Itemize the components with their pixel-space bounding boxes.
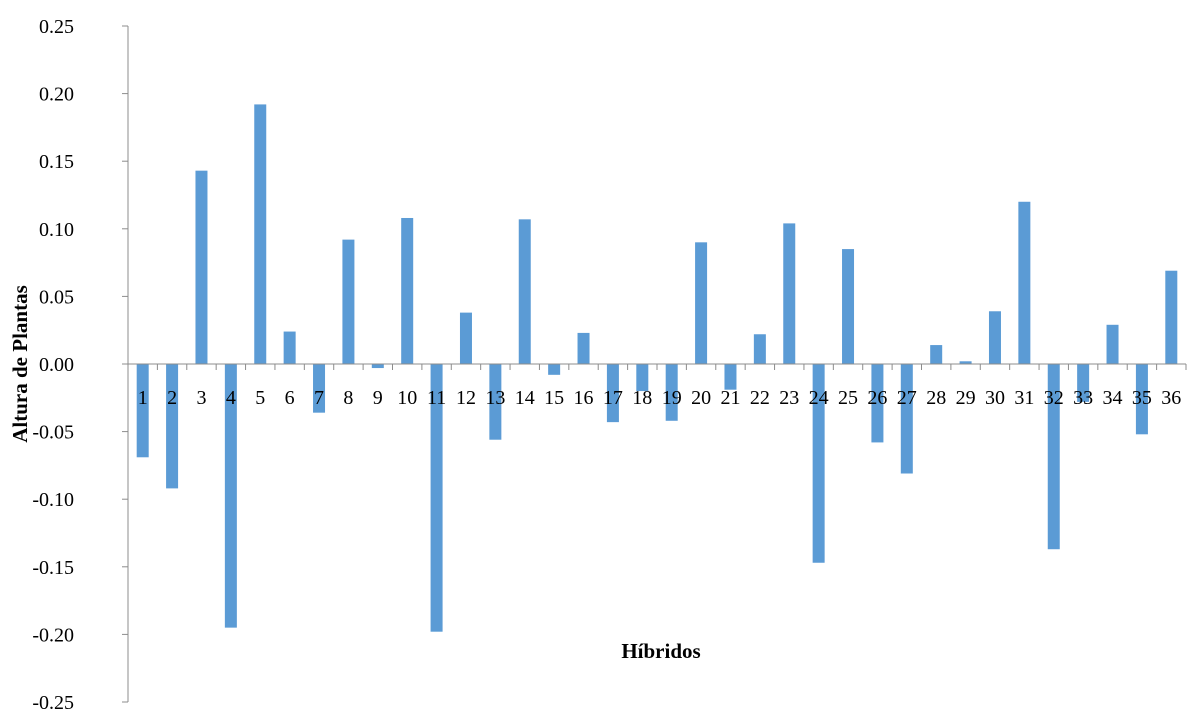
y-tick-label: 0.25 <box>39 16 74 38</box>
x-tick-label: 1 <box>138 387 148 409</box>
x-tick-label: 9 <box>373 387 383 409</box>
x-tick-label: 34 <box>1103 387 1123 409</box>
x-tick-label: 11 <box>427 387 446 409</box>
x-tick-label: 35 <box>1132 387 1152 409</box>
bar-20 <box>695 242 708 364</box>
x-tick-label: 22 <box>750 387 770 409</box>
bar-11 <box>430 364 443 632</box>
x-tick-label: 23 <box>779 387 799 409</box>
x-tick-label: 3 <box>196 387 206 409</box>
bar-33 <box>1077 364 1090 402</box>
bar-25 <box>842 249 855 364</box>
bar-5 <box>254 104 267 364</box>
bar-2 <box>166 364 179 489</box>
bar-21 <box>724 364 737 390</box>
bar-29 <box>959 361 972 364</box>
bar-14 <box>518 219 531 364</box>
x-tick-label: 24 <box>809 387 829 409</box>
x-tick-label: 15 <box>544 387 564 409</box>
y-tick-label: -0.10 <box>32 489 74 511</box>
bar-12 <box>459 312 472 364</box>
bar-28 <box>930 345 943 364</box>
bar-6 <box>283 331 296 364</box>
bars <box>136 104 1178 632</box>
bar-17 <box>606 364 619 423</box>
x-tick-label: 8 <box>343 387 353 409</box>
y-tick-label: 0.15 <box>39 151 74 173</box>
x-tick-label: 2 <box>167 387 177 409</box>
x-axis <box>127 363 1187 370</box>
y-axis-title: Altura de Plantas <box>8 285 32 443</box>
bar-22 <box>753 334 766 364</box>
bar-10 <box>401 217 414 364</box>
bar-9 <box>371 364 384 369</box>
bar-7 <box>313 364 326 413</box>
bar-3 <box>195 170 208 364</box>
x-tick-label: 27 <box>897 387 917 409</box>
x-tick-label: 36 <box>1161 387 1181 409</box>
bar-15 <box>548 364 561 375</box>
x-tick-label: 4 <box>226 387 236 409</box>
x-tick-label: 12 <box>456 387 476 409</box>
x-tick-label: 29 <box>956 387 976 409</box>
x-tick-label: 33 <box>1073 387 1093 409</box>
x-tick-label: 14 <box>515 387 535 409</box>
x-tick-label: 30 <box>985 387 1005 409</box>
bar-16 <box>577 332 590 364</box>
x-tick-label: 20 <box>691 387 711 409</box>
x-tick-label: 6 <box>285 387 295 409</box>
x-tick-label: 21 <box>720 387 740 409</box>
x-tick-label: 7 <box>314 387 324 409</box>
x-tick-label: 18 <box>632 387 652 409</box>
y-tick-label: -0.15 <box>32 557 74 579</box>
bar-32 <box>1047 364 1060 550</box>
y-tick-label: 0.05 <box>39 286 74 308</box>
x-tick-label: 26 <box>867 387 887 409</box>
x-tick-label: 25 <box>838 387 858 409</box>
bar-27 <box>900 364 913 474</box>
x-tick-labels: 1 2 3 4 5 6 7 8 9 10 11 12 13 14 15 16 17 18 19 20 21 22 23 24 2… <box>138 387 1182 409</box>
x-tick-label: 32 <box>1044 387 1064 409</box>
x-tick-label: 31 <box>1014 387 1034 409</box>
bar-26 <box>871 364 884 443</box>
bar-35 <box>1135 364 1148 435</box>
x-axis-title: Híbridos <box>621 639 700 663</box>
x-tick-label: 28 <box>926 387 946 409</box>
bar-23 <box>783 223 796 364</box>
bar-30 <box>988 311 1001 364</box>
bar-1 <box>136 364 149 458</box>
bar-34 <box>1106 324 1119 364</box>
y-tick-label: 0.10 <box>39 219 74 241</box>
bar-36 <box>1165 270 1178 364</box>
y-axis: 0.25 0.20 0.15 0.10 0.05 0.00 -0.05 -0.10 -0.15 -… <box>32 16 129 711</box>
x-tick-label: 10 <box>397 387 417 409</box>
bar-31 <box>1018 201 1031 364</box>
x-tick-label: 16 <box>574 387 594 409</box>
bar-4 <box>224 364 237 628</box>
bar-8 <box>342 239 355 364</box>
x-tick-label: 5 <box>255 387 265 409</box>
x-tick-label: 13 <box>485 387 505 409</box>
x-tick-label: 19 <box>662 387 682 409</box>
y-tick-label: -0.25 <box>32 692 74 711</box>
bar-18 <box>636 364 649 392</box>
bar-24 <box>812 364 825 563</box>
bar-13 <box>489 364 502 440</box>
y-tick-label: 0.20 <box>39 84 74 106</box>
bar-19 <box>665 364 678 421</box>
y-tick-label: -0.20 <box>32 624 74 646</box>
y-tick-label: 0.00 <box>39 354 74 376</box>
x-tick-label: 17 <box>603 387 623 409</box>
y-tick-label: -0.05 <box>32 422 74 444</box>
